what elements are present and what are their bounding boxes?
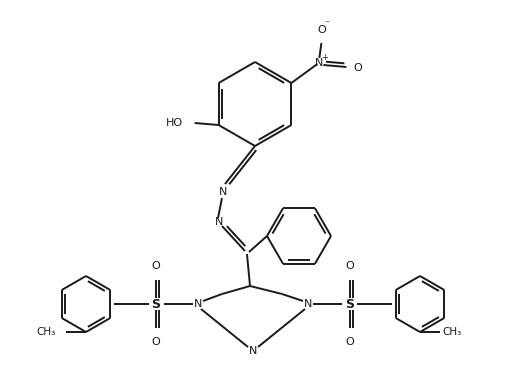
Text: N: N [215, 217, 223, 227]
Text: HO: HO [165, 118, 183, 128]
Text: O: O [152, 337, 161, 347]
Text: O: O [152, 261, 161, 271]
Text: S: S [152, 298, 161, 311]
Text: O: O [317, 25, 326, 35]
Text: O: O [346, 337, 355, 347]
Text: CH₃: CH₃ [442, 327, 461, 337]
Text: O: O [353, 63, 362, 73]
Text: +: + [321, 52, 328, 61]
Text: S: S [346, 298, 355, 311]
Text: N: N [249, 346, 257, 356]
Text: ⁻: ⁻ [325, 19, 330, 29]
Text: N: N [315, 58, 324, 68]
Text: O: O [346, 261, 355, 271]
Text: N: N [194, 299, 202, 309]
Text: N: N [304, 299, 312, 309]
Text: N: N [219, 187, 227, 197]
Text: CH₃: CH₃ [37, 327, 56, 337]
